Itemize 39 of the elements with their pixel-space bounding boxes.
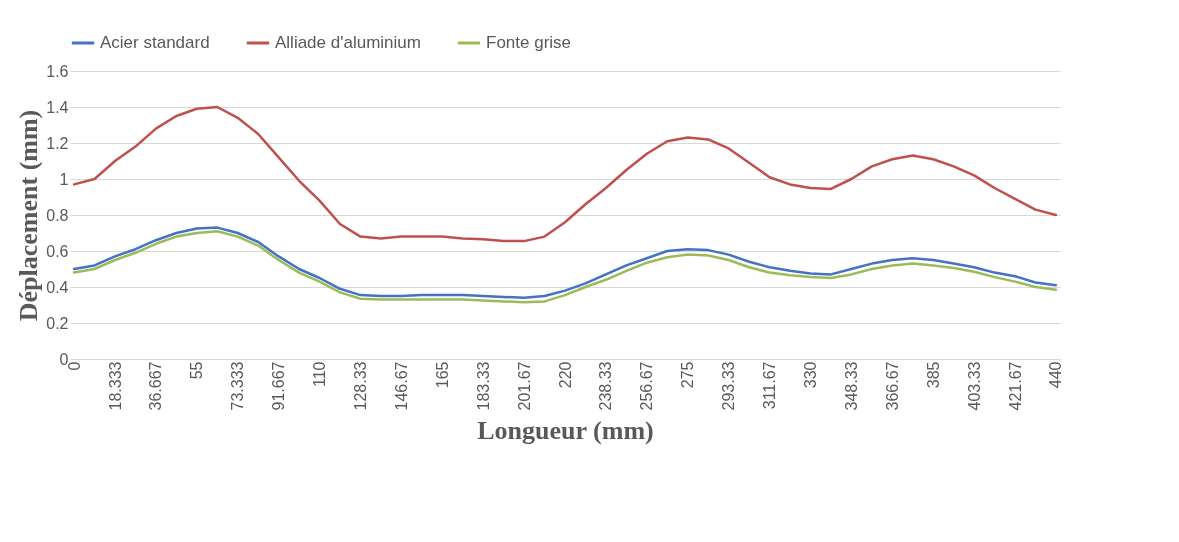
y-tick-label: 0 — [59, 350, 69, 368]
x-tick-label: 201.67 — [515, 361, 533, 411]
x-tick-label: 256.67 — [638, 361, 656, 411]
legend-label: Alliade d'aluminium — [275, 33, 421, 52]
y-tick-label: 0.8 — [46, 206, 69, 224]
x-tick-label: 36.667 — [147, 361, 165, 411]
line-series — [72, 105, 1058, 243]
x-tick-label: 385 — [924, 361, 942, 389]
x-tick-label: 293.33 — [720, 361, 738, 411]
x-axis-title: Longueur (mm) — [477, 416, 654, 446]
x-tick-label: 403.33 — [965, 361, 983, 411]
x-tick-label: 238.33 — [597, 361, 615, 411]
y-axis-title: Déplacement (mm) — [14, 109, 44, 322]
x-tick-label: 18.333 — [106, 361, 124, 411]
x-tick-label: 348.33 — [842, 361, 860, 411]
y-tick-label: 1 — [59, 170, 69, 188]
x-tick-label: 146.67 — [392, 361, 410, 411]
x-tick-label: 165 — [433, 361, 451, 389]
x-tick-label: 275 — [679, 361, 697, 389]
x-tick-label: 330 — [801, 361, 819, 389]
y-tick-label: 0.4 — [46, 278, 69, 296]
legend-label: Acier standard — [100, 33, 210, 52]
x-tick-label: 440 — [1047, 361, 1065, 389]
legend-label: Fonte grise — [486, 33, 572, 52]
x-tick-label: 311.67 — [761, 361, 779, 410]
x-tick-label: 91.667 — [270, 361, 288, 411]
x-tick-label: 183.33 — [474, 361, 492, 411]
y-tick-label: 1.2 — [46, 134, 69, 152]
y-tick-label: 0.2 — [46, 314, 69, 332]
x-tick-label: 421.67 — [1006, 361, 1024, 411]
y-tick-label: 0.6 — [46, 242, 69, 260]
x-tick-label: 73.333 — [229, 361, 247, 411]
x-tick-label: 110 — [311, 361, 329, 388]
x-tick-label: 220 — [556, 361, 574, 389]
x-tick-label: 55 — [188, 361, 206, 380]
x-tick-label: 128.33 — [351, 361, 369, 411]
y-tick-label: 1.6 — [46, 62, 69, 80]
x-tick-label: 366.67 — [883, 361, 901, 411]
y-tick-label: 1.4 — [46, 98, 69, 116]
